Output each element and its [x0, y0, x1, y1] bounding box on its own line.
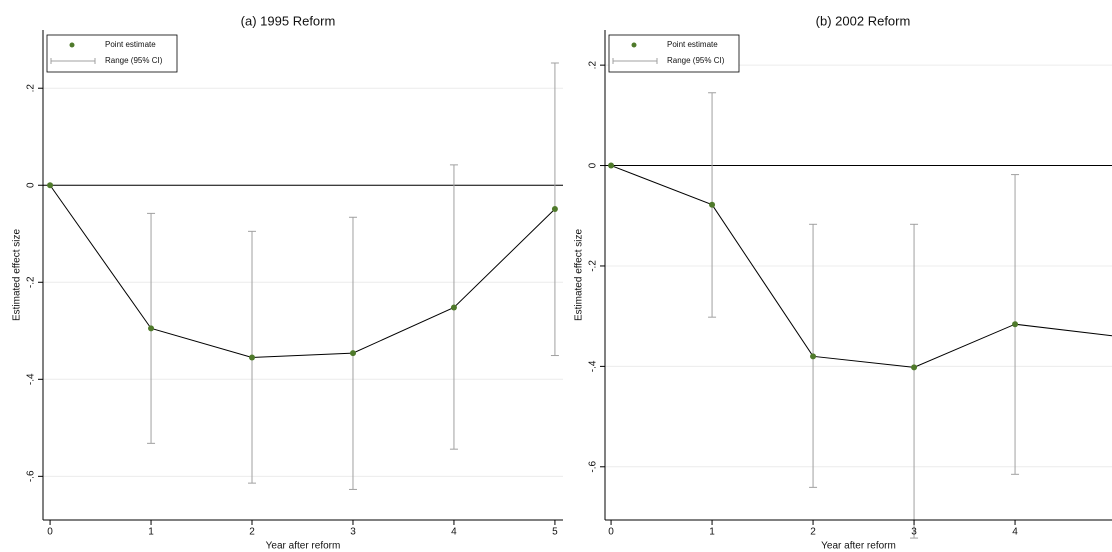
x-tick-label: 1 [148, 527, 154, 538]
plot [43, 62, 563, 490]
x-tick-label: 2 [249, 527, 255, 538]
x-axis-label: Year after reform [821, 541, 896, 552]
point-estimate [349, 350, 356, 357]
y-tick-label: -.2 [26, 276, 37, 288]
x-tick-label: 4 [451, 527, 457, 538]
point-estimate [709, 201, 716, 208]
x-tick-label: 0 [47, 527, 53, 538]
x-tick-label: 3 [350, 527, 356, 538]
x-tick-label: 1 [709, 527, 715, 538]
y-tick-label: -.6 [26, 470, 37, 482]
y-tick-label: .2 [26, 84, 37, 93]
y-tick-label: -.6 [588, 461, 599, 473]
legend-label: Range (95% CI) [667, 56, 725, 65]
y-tick-label: -.4 [26, 373, 37, 385]
point-estimate [47, 182, 54, 189]
plot [605, 64, 1112, 539]
legend-marker [631, 42, 637, 48]
legend-box [46, 34, 178, 73]
point-estimate [249, 354, 256, 361]
x-tick-label: 5 [552, 527, 558, 538]
point-estimate [1012, 321, 1019, 328]
point-estimate [608, 162, 615, 169]
x-tick-label: 2 [810, 527, 816, 538]
x-tick-label: 0 [608, 527, 614, 538]
chart-title: (b) 2002 Reform [816, 13, 911, 28]
legend-marker [69, 42, 75, 48]
estimate-line [610, 165, 1112, 368]
chart-title: (a) 1995 Reform [241, 13, 336, 28]
point-estimate [911, 364, 918, 371]
x-tick-label: 3 [911, 527, 917, 538]
legend-box [608, 34, 740, 73]
point-estimate [551, 206, 558, 213]
legend-label: Range (95% CI) [105, 56, 163, 65]
y-tick-label: -.4 [588, 360, 599, 372]
point-estimate [450, 304, 457, 311]
y-tick-label: .2 [588, 61, 599, 70]
y-tick-label: 0 [588, 162, 599, 168]
y-axis-label: Estimated effect size [574, 229, 585, 322]
point-estimate [148, 325, 155, 332]
legend-label: Point estimate [667, 40, 718, 49]
x-tick-label: 4 [1012, 527, 1018, 538]
y-axis-label: Estimated effect size [12, 229, 23, 322]
x-axis-label: Year after reform [266, 541, 341, 552]
y-tick-label: 0 [26, 182, 37, 188]
point-estimate [810, 353, 817, 360]
legend-label: Point estimate [105, 40, 156, 49]
y-tick-label: -.2 [588, 260, 599, 272]
estimate-line [49, 184, 556, 358]
